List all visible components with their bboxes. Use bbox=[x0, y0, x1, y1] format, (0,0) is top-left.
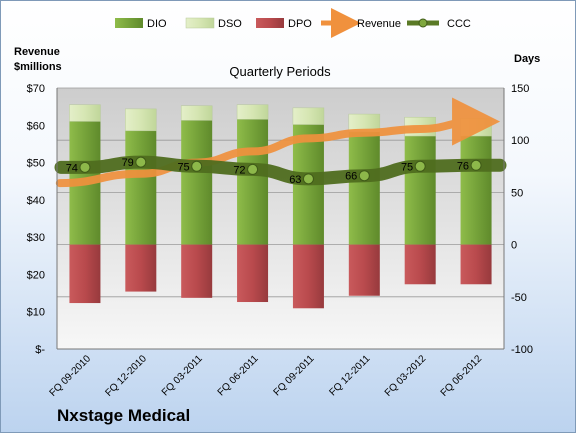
right-tick-label: 50 bbox=[511, 187, 523, 199]
right-axis-title: Days bbox=[514, 53, 540, 65]
legend: DIO DSO DPO Revenue CCC bbox=[115, 8, 471, 38]
left-tick-label: $50 bbox=[27, 158, 45, 170]
left-axis-title: Revenue $millions bbox=[14, 46, 63, 73]
bar-dio bbox=[125, 130, 157, 245]
bar-dio bbox=[181, 120, 213, 245]
legend-swatch-dio bbox=[115, 18, 143, 28]
category-label: FQ 06-2011 bbox=[216, 353, 261, 398]
ccc-data-label: 72 bbox=[233, 164, 245, 176]
ccc-data-label: 75 bbox=[177, 161, 189, 173]
ccc-data-label: 63 bbox=[289, 174, 301, 186]
ccc-data-label: 66 bbox=[345, 171, 357, 183]
revenue-line bbox=[55, 97, 501, 188]
legend-marker-ccc bbox=[418, 18, 428, 28]
bar-dso bbox=[236, 104, 269, 120]
category-label: FQ 09-2011 bbox=[272, 353, 317, 398]
bar-dio bbox=[404, 136, 436, 245]
bar-dpo bbox=[125, 244, 157, 292]
category-label: FQ 06-2012 bbox=[439, 353, 485, 399]
left-tick-label: $60 bbox=[27, 120, 45, 132]
left-tick-label: $- bbox=[35, 344, 45, 356]
legend-swatch-dpo bbox=[256, 18, 284, 28]
legend-label-dso: DSO bbox=[218, 18, 242, 30]
left-tick-label: $30 bbox=[27, 232, 45, 244]
left-axis-title-line2: $millions bbox=[14, 61, 62, 73]
bar-dpo bbox=[404, 244, 436, 285]
ccc-point bbox=[191, 160, 203, 172]
right-tick-label: 100 bbox=[511, 135, 529, 147]
right-tick-label: -100 bbox=[511, 344, 533, 356]
bar-dpo bbox=[348, 244, 380, 296]
chart-title: Quarterly Periods bbox=[229, 64, 331, 79]
ccc-data-label: 76 bbox=[457, 160, 469, 172]
bar-dpo bbox=[237, 244, 269, 303]
ccc-point bbox=[302, 173, 314, 185]
bar-dpo bbox=[460, 244, 492, 285]
ccc-point bbox=[358, 170, 370, 182]
category-label: FQ 03-2012 bbox=[383, 353, 429, 399]
ccc-point bbox=[79, 161, 91, 173]
ccc-data-label: 75 bbox=[401, 161, 413, 173]
bar-dio bbox=[237, 119, 269, 245]
bar-dso bbox=[125, 108, 157, 132]
bar-dio bbox=[348, 131, 380, 245]
legend-label-revenue: Revenue bbox=[357, 18, 401, 30]
bar-dpo bbox=[292, 244, 324, 309]
ccc-point bbox=[247, 163, 259, 175]
legend-label-dio: DIO bbox=[147, 18, 167, 30]
bar-dpo bbox=[69, 244, 101, 304]
left-tick-label: $10 bbox=[27, 307, 45, 319]
legend-swatch-dso bbox=[185, 17, 215, 29]
left-tick-label: $70 bbox=[27, 83, 45, 95]
right-tick-label: -50 bbox=[511, 292, 527, 304]
left-tick-label: $40 bbox=[27, 195, 45, 207]
ccc-data-label: 74 bbox=[66, 162, 78, 174]
bar-dso bbox=[292, 107, 325, 125]
bar-dpo bbox=[181, 244, 213, 298]
bar-dso bbox=[69, 104, 101, 122]
left-tick-label: $20 bbox=[27, 269, 45, 281]
ccc-point bbox=[414, 160, 426, 172]
category-label: FQ 03-2011 bbox=[160, 353, 205, 398]
ccc-data-label: 79 bbox=[122, 157, 134, 169]
bar-dio bbox=[460, 136, 492, 245]
legend-label-ccc: CCC bbox=[447, 18, 471, 30]
revenue-layer bbox=[55, 97, 501, 188]
ccc-point bbox=[470, 159, 482, 171]
category-label: FQ 12-2011 bbox=[327, 353, 372, 398]
bar-dso bbox=[180, 105, 213, 121]
right-tick-label: 150 bbox=[511, 83, 529, 95]
category-label: FQ 09-2010 bbox=[48, 353, 94, 399]
right-tick-label: 0 bbox=[511, 240, 517, 252]
category-label: FQ 12-2010 bbox=[103, 353, 149, 399]
company-name: Nxstage Medical bbox=[57, 406, 190, 425]
legend-label-dpo: DPO bbox=[288, 18, 312, 30]
ccc-point bbox=[135, 156, 147, 168]
ccc-layer: 74 79 75 72 63 66 75 76 bbox=[54, 155, 507, 186]
left-axis-title-line1: Revenue bbox=[14, 46, 60, 58]
